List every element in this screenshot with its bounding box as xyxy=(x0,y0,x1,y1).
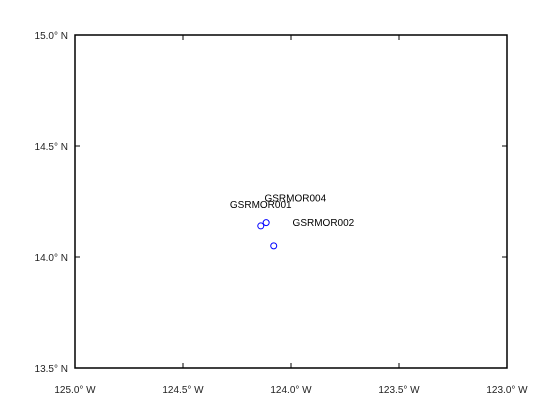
station-marker xyxy=(270,242,278,250)
station-marker xyxy=(262,219,270,227)
x-tick-label: 123.5° W xyxy=(378,385,420,396)
x-tick-label: 124.5° W xyxy=(162,385,204,396)
station-label: GSRMOR001 xyxy=(230,200,292,211)
y-tick-label: 13.5° N xyxy=(35,364,68,375)
y-tick-label: 14.0° N xyxy=(35,253,68,264)
station-label: GSRMOR002 xyxy=(293,218,355,229)
tick-group: 125.0° W 124.5° W 124.0° W 123.5° W 123.0° W… xyxy=(35,31,529,396)
station-label: GSRMOR004 xyxy=(264,194,326,205)
x-tick-label: 125.0° W xyxy=(54,385,96,396)
x-tick-label: 124.0° W xyxy=(270,385,312,396)
y-tick-label: 14.5° N xyxy=(35,142,68,153)
x-tick-label: 123.0° W xyxy=(486,385,528,396)
marker-group xyxy=(257,219,278,250)
station-marker xyxy=(257,222,265,230)
plot-area xyxy=(74,34,508,369)
y-tick-label: 15.0° N xyxy=(35,31,68,42)
